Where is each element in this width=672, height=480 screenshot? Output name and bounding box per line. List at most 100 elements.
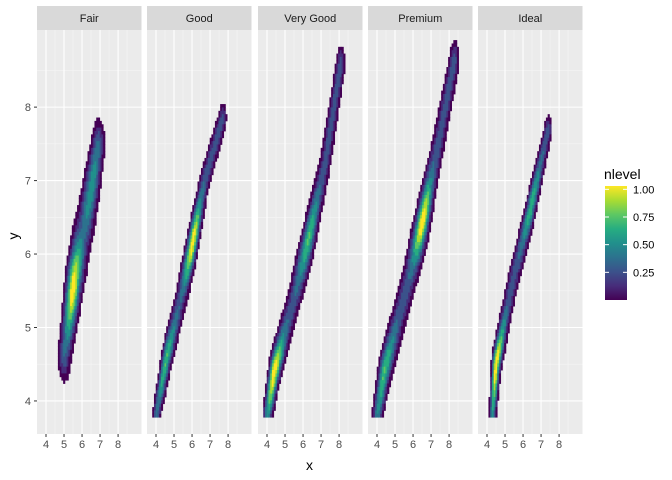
density-cell	[491, 410, 495, 415]
density-cell	[199, 201, 202, 206]
density-cell	[271, 373, 275, 378]
density-cell	[500, 333, 503, 337]
density-cell	[413, 215, 416, 219]
density-cell	[97, 194, 101, 199]
density-cell	[420, 215, 423, 219]
density-cell	[451, 56, 454, 61]
density-cell	[270, 359, 273, 364]
density-cell	[325, 164, 329, 169]
density-cell	[531, 171, 535, 176]
density-cell	[421, 228, 425, 233]
density-cell	[418, 211, 421, 216]
density-cell	[505, 306, 509, 310]
density-cell	[178, 299, 181, 304]
density-cell	[392, 370, 395, 374]
density-cell	[80, 248, 83, 253]
density-cell	[84, 171, 87, 176]
density-cell	[70, 235, 73, 240]
density-cell	[167, 356, 171, 361]
density-cell	[285, 353, 289, 357]
density-cell	[85, 194, 88, 199]
density-cell	[416, 262, 419, 267]
density-cell	[82, 255, 85, 260]
density-cell	[505, 319, 509, 324]
density-cell	[66, 285, 69, 290]
density-cell	[339, 77, 342, 81]
x-tick-label: 4	[43, 439, 49, 451]
density-cell	[185, 252, 188, 256]
density-cell	[77, 221, 80, 226]
density-cell	[64, 302, 68, 307]
density-cell	[85, 228, 88, 233]
density-cell	[66, 346, 69, 351]
density-cell	[157, 410, 160, 415]
density-cell	[318, 201, 322, 206]
density-cell	[308, 238, 311, 243]
density-cell	[206, 178, 209, 182]
density-cell	[84, 279, 87, 283]
density-cell	[320, 151, 323, 155]
density-cell	[273, 349, 276, 354]
density-cell	[303, 255, 306, 260]
density-cell	[544, 127, 547, 132]
density-cell	[428, 218, 432, 223]
density-cell	[324, 157, 327, 162]
density-cell	[292, 292, 295, 297]
density-cell	[89, 218, 92, 223]
density-cell	[533, 181, 536, 186]
density-cell	[404, 299, 407, 304]
density-cell	[213, 134, 216, 139]
density-cell	[266, 380, 269, 384]
density-cell	[421, 225, 425, 230]
density-cell	[218, 110, 221, 115]
density-cell	[490, 376, 493, 381]
density-cell	[392, 363, 395, 368]
density-cell	[511, 299, 514, 304]
density-cell	[428, 151, 432, 155]
density-cell	[493, 396, 496, 401]
density-cell	[195, 228, 198, 233]
density-cell	[437, 107, 440, 112]
density-cell	[96, 124, 99, 129]
density-cell	[84, 178, 87, 182]
density-cell	[383, 396, 386, 401]
density-cell	[57, 353, 61, 357]
density-cell	[537, 161, 540, 166]
density-cell	[278, 346, 282, 351]
density-cell	[162, 383, 165, 388]
density-cell	[415, 225, 418, 230]
density-cell	[82, 178, 85, 182]
density-cell	[298, 282, 301, 287]
density-cell	[90, 154, 94, 159]
density-cell	[214, 137, 218, 142]
density-cell	[275, 366, 278, 371]
density-cell	[411, 228, 414, 233]
density-cell	[180, 312, 183, 317]
density-cell	[171, 306, 174, 310]
density-cell	[278, 370, 282, 374]
density-cell	[94, 174, 97, 179]
density-cell	[533, 208, 536, 213]
density-cell	[71, 272, 74, 277]
density-cell	[311, 194, 315, 199]
density-cell	[174, 339, 178, 344]
density-cell	[87, 168, 90, 172]
density-cell	[547, 147, 550, 152]
density-cell	[390, 343, 393, 347]
density-cell	[418, 198, 421, 203]
density-cell	[101, 127, 104, 132]
density-cell	[301, 285, 304, 290]
density-cell	[500, 356, 503, 361]
density-cell	[406, 302, 409, 307]
density-cell	[425, 178, 428, 182]
density-cell	[437, 161, 440, 166]
density-cell	[549, 131, 552, 135]
density-cell	[169, 322, 172, 327]
density-cell	[289, 326, 292, 331]
density-cell	[78, 218, 81, 223]
density-cell	[71, 292, 74, 297]
density-cell	[322, 164, 325, 169]
density-cell	[85, 161, 88, 166]
density-cell	[199, 188, 202, 192]
density-cell	[418, 245, 421, 250]
